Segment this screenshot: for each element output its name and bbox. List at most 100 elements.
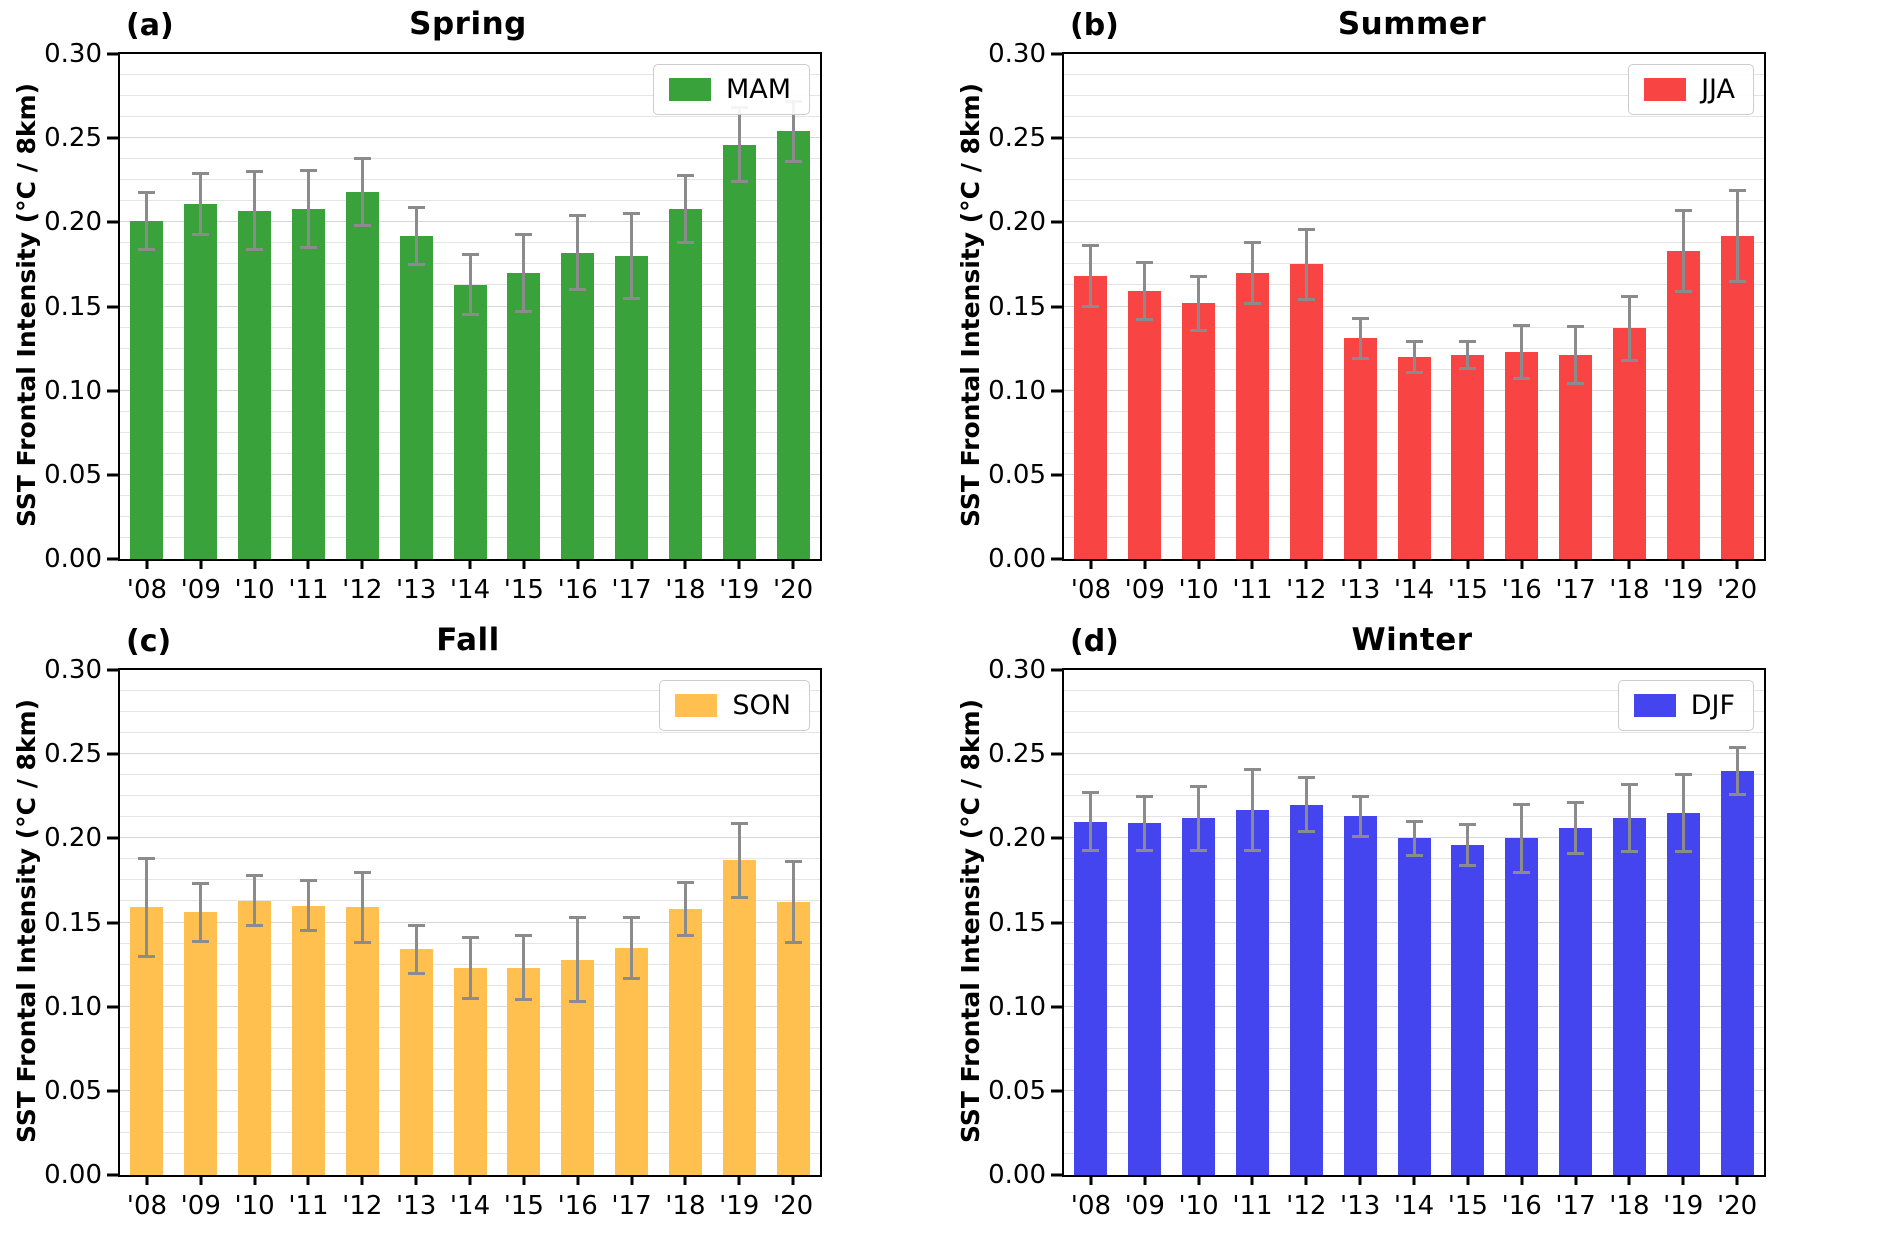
error-bar xyxy=(683,882,687,936)
error-bar xyxy=(1735,747,1739,795)
bar-12 xyxy=(345,192,379,559)
bar-14 xyxy=(1397,357,1431,559)
y-tick-mark xyxy=(107,557,118,561)
y-tick-label: 0.30 xyxy=(988,655,1046,685)
error-bar-cap xyxy=(1674,209,1692,213)
error-bar-cap xyxy=(138,954,156,958)
x-tick-mark xyxy=(253,561,257,569)
y-tick-label: 0.15 xyxy=(44,907,102,938)
error-bar-cap xyxy=(676,880,694,884)
bar-18 xyxy=(668,909,702,1175)
error-bar xyxy=(522,935,526,1000)
panel-fall: (c) Fall SST Frontal Intensity (°C / 8km… xyxy=(0,616,944,1233)
x-tick-label: '16 xyxy=(1501,1191,1542,1221)
y-tick-label: 0.00 xyxy=(988,544,1046,574)
error-bar-cap xyxy=(623,915,641,919)
x-tick-mark xyxy=(414,561,418,569)
error-bar-cap xyxy=(1567,382,1585,386)
bar-08 xyxy=(1074,276,1108,559)
error-bar-cap xyxy=(353,870,371,874)
y-tick-label: 0.20 xyxy=(44,823,102,854)
legend-swatch xyxy=(668,78,711,101)
x-tick-mark xyxy=(1143,1177,1147,1185)
x-tick-mark xyxy=(791,561,795,569)
gridline xyxy=(1064,242,1764,244)
y-tick-mark xyxy=(107,52,118,56)
legend: SON xyxy=(659,680,810,731)
x-tick-mark xyxy=(199,1177,203,1185)
x-tick-label: '12 xyxy=(1286,1191,1327,1221)
error-bar-cap xyxy=(784,160,802,164)
y-tick-label: 0.15 xyxy=(988,291,1046,322)
error-bar-cap xyxy=(1243,767,1261,771)
panel-title: Summer xyxy=(1337,6,1487,42)
error-bar-cap xyxy=(299,878,317,882)
x-tick-label: '13 xyxy=(396,575,437,605)
bar-20 xyxy=(1720,235,1754,559)
y-tick-mark xyxy=(107,1005,118,1009)
error-bar-cap xyxy=(1728,793,1746,797)
x-tick-mark xyxy=(576,1177,580,1185)
bar-09 xyxy=(184,203,218,559)
error-bar xyxy=(1250,242,1254,304)
bar-10 xyxy=(238,210,272,559)
bar-09 xyxy=(1128,823,1162,1175)
gridline xyxy=(120,116,820,118)
gridline xyxy=(120,837,820,839)
x-tick-mark xyxy=(1089,1177,1093,1185)
error-bar-cap xyxy=(569,288,587,292)
error-bar-cap xyxy=(784,941,802,945)
y-tick-label: 0.00 xyxy=(988,1160,1046,1190)
x-tick-mark xyxy=(199,561,203,569)
error-bar xyxy=(1304,777,1308,832)
bar-17 xyxy=(1559,355,1593,559)
bar-19 xyxy=(1666,250,1700,559)
error-bar xyxy=(1089,792,1093,851)
error-bar-cap xyxy=(1513,323,1531,327)
y-tick-label: 0.30 xyxy=(44,655,102,685)
y-tick-label: 0.20 xyxy=(988,823,1046,854)
y-tick-mark xyxy=(1051,220,1062,224)
error-bar-cap xyxy=(299,168,317,172)
error-bar-cap xyxy=(569,214,587,218)
error-bar-cap xyxy=(1082,791,1100,795)
x-tick-mark xyxy=(1197,561,1201,569)
error-bar xyxy=(791,861,795,943)
bar-11 xyxy=(1235,809,1269,1175)
y-tick-label: 0.05 xyxy=(44,1075,102,1106)
bar-17 xyxy=(1559,828,1593,1175)
gridline xyxy=(120,816,820,818)
error-bar xyxy=(1574,802,1578,854)
x-tick-label: '18 xyxy=(1609,1191,1650,1221)
gridline xyxy=(1064,74,1764,76)
bar-12 xyxy=(1289,804,1323,1175)
legend-label: JJA xyxy=(1701,74,1735,105)
bar-09 xyxy=(184,912,218,1175)
gridline xyxy=(120,242,820,244)
error-bar-cap xyxy=(1405,340,1423,344)
gridline xyxy=(120,753,820,755)
x-tick-mark xyxy=(306,1177,310,1185)
x-tick-mark xyxy=(1520,561,1524,569)
x-tick-mark xyxy=(630,561,634,569)
gridline xyxy=(1064,690,1764,692)
x-tick-mark xyxy=(1681,1177,1685,1185)
gridline xyxy=(120,158,820,160)
y-tick-label: 0.10 xyxy=(44,991,102,1022)
gridline xyxy=(1064,305,1764,307)
error-bar-cap xyxy=(1459,823,1477,827)
error-bar-cap xyxy=(246,170,264,174)
bar-20 xyxy=(1720,771,1754,1175)
gridline xyxy=(1064,284,1764,286)
x-tick-mark xyxy=(737,561,741,569)
x-tick-mark xyxy=(1412,561,1416,569)
x-tick-label: '09 xyxy=(180,575,221,605)
error-bar-cap xyxy=(1190,328,1208,332)
gridline xyxy=(1064,795,1764,797)
x-tick-mark xyxy=(576,561,580,569)
x-tick-mark xyxy=(1574,561,1578,569)
legend-swatch xyxy=(1633,694,1676,717)
bar-17 xyxy=(615,256,649,559)
error-bar xyxy=(1197,276,1201,331)
